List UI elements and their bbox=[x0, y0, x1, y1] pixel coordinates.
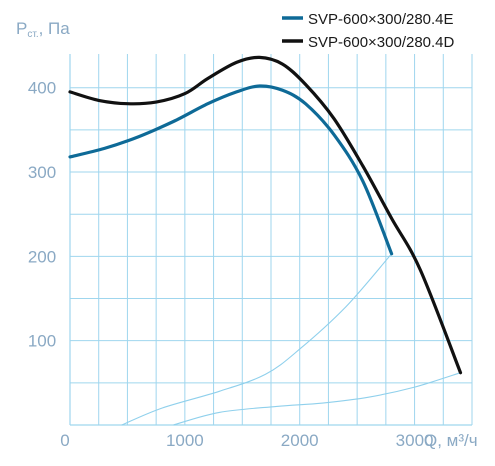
system-curve-2 bbox=[173, 372, 461, 426]
y-tick-label: 200 bbox=[28, 247, 56, 266]
y-tick-label: 400 bbox=[28, 79, 56, 98]
system-curves bbox=[121, 253, 461, 426]
x-tick-label: 0 bbox=[60, 431, 69, 450]
x-axis-label: Q, м³/ч bbox=[424, 431, 478, 450]
y-tick-labels: 100 200 300 400 bbox=[28, 79, 56, 351]
x-tick-labels: 0 1000 2000 3000 bbox=[60, 431, 433, 450]
y-tick-label: 300 bbox=[28, 163, 56, 182]
legend-label-series-2: SVP-600×300/280.4D bbox=[308, 34, 455, 51]
series-lines bbox=[68, 55, 463, 375]
y-tick-label: 100 bbox=[28, 332, 56, 351]
system-curve-1 bbox=[121, 253, 393, 426]
legend: SVP-600×300/280.4E SVP-600×300/280.4D bbox=[282, 11, 455, 51]
grid bbox=[69, 54, 473, 426]
series-line-2 bbox=[68, 55, 463, 375]
series-line-1 bbox=[68, 84, 394, 256]
x-tick-label: 1000 bbox=[166, 431, 204, 450]
legend-label-series-1: SVP-600×300/280.4E bbox=[308, 11, 454, 28]
x-tick-label: 3000 bbox=[396, 431, 434, 450]
y-axis-label: Pст., Па bbox=[16, 19, 70, 40]
x-tick-label: 2000 bbox=[281, 431, 319, 450]
